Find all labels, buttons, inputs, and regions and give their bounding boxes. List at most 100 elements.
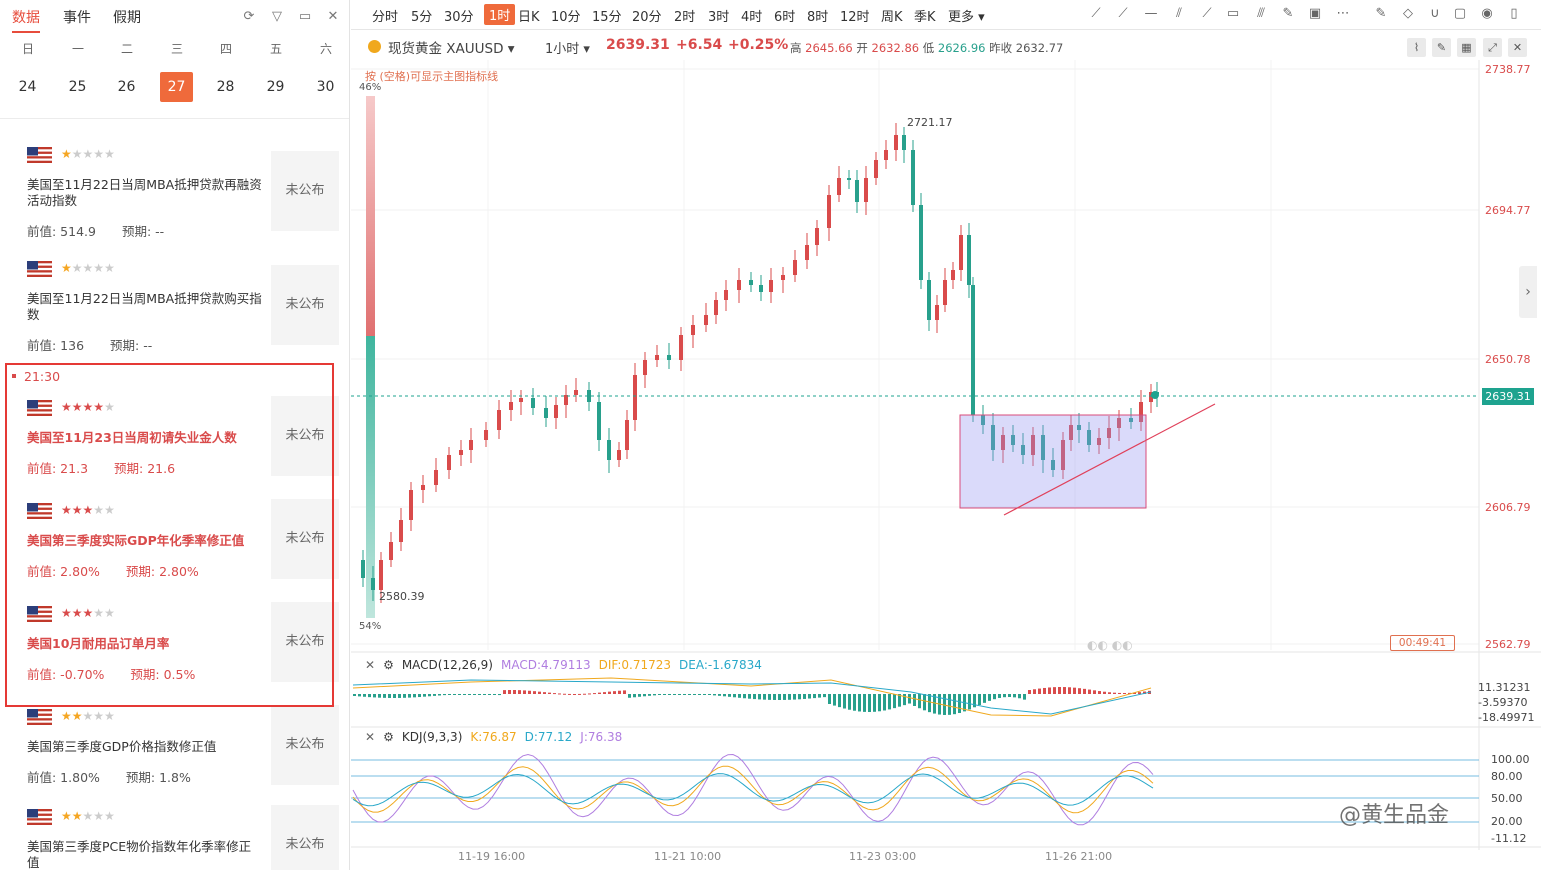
candle-body bbox=[959, 235, 963, 270]
candle-body bbox=[971, 285, 975, 415]
more-icon[interactable]: ⋯ bbox=[1336, 6, 1350, 21]
star-icon: ★ bbox=[61, 606, 72, 620]
interval-selector[interactable]: 1小时 ▾ bbox=[545, 42, 590, 57]
importance-stars: ★★★★★ bbox=[61, 503, 115, 517]
tab-holidays[interactable]: 假期 bbox=[113, 10, 141, 26]
filter-icon[interactable]: ▽ bbox=[272, 9, 282, 24]
interval-1[interactable]: 5分 bbox=[411, 10, 433, 25]
day-cell[interactable]: 26 bbox=[117, 79, 136, 95]
macd-bar bbox=[478, 694, 481, 695]
interval-8[interactable]: 2时 bbox=[674, 10, 696, 25]
macd-bar bbox=[1073, 687, 1076, 694]
event-title: 美国第三季度实际GDP年化季率修正值 bbox=[27, 533, 245, 548]
interval-9[interactable]: 3时 bbox=[708, 10, 730, 25]
price-chart[interactable]: ◐◐ ◐◐ 按 (空格)可显示主图指标线 46% 54% 2738.77 269… bbox=[351, 30, 1541, 870]
interval-16[interactable]: 更多 ▾ bbox=[948, 10, 985, 25]
day-cell[interactable]: 24 bbox=[18, 79, 37, 95]
settings-icon[interactable]: ⚙ bbox=[383, 730, 394, 744]
macd-bar bbox=[728, 694, 731, 697]
interval-10[interactable]: 4时 bbox=[741, 10, 763, 25]
us-flag-icon bbox=[27, 809, 52, 825]
high-annotation: 2721.17 bbox=[907, 116, 953, 129]
candle-body bbox=[519, 398, 523, 402]
macd-bar bbox=[1048, 687, 1051, 694]
interval-5[interactable]: 10分 bbox=[551, 10, 581, 25]
eye-icon[interactable]: ◉ bbox=[1481, 6, 1493, 21]
calendar-icon[interactable]: ▭ bbox=[298, 9, 312, 24]
fan-icon[interactable]: ⫻ bbox=[1257, 6, 1265, 21]
candle-body bbox=[691, 325, 695, 335]
close-chart-icon[interactable]: ✕ bbox=[1508, 38, 1527, 57]
status-badge: 未公布 bbox=[271, 705, 339, 785]
fullscreen-icon[interactable]: ⤢ bbox=[1483, 38, 1502, 57]
close-icon[interactable]: ✕ bbox=[365, 658, 376, 672]
lock-icon[interactable]: ▢ bbox=[1453, 6, 1467, 21]
macd-bar bbox=[1058, 687, 1061, 694]
ray-icon[interactable]: ⟋ bbox=[1118, 6, 1128, 21]
interval-7[interactable]: 20分 bbox=[632, 10, 662, 25]
refresh-icon[interactable]: ⟳ bbox=[243, 9, 255, 24]
fib-icon[interactable]: ▭ bbox=[1226, 6, 1240, 21]
close-icon[interactable]: ✕ bbox=[327, 9, 339, 24]
chart-type-icon[interactable]: ⌇ bbox=[1407, 38, 1426, 57]
day-cell[interactable]: 28 bbox=[216, 79, 235, 95]
macd-bar bbox=[363, 694, 366, 697]
day-cell[interactable]: 25 bbox=[68, 79, 87, 95]
macd-bar bbox=[673, 694, 676, 695]
interval-15[interactable]: 季K bbox=[914, 10, 936, 25]
macd-bar bbox=[723, 694, 726, 697]
candle-body bbox=[434, 470, 438, 485]
macd-bar bbox=[548, 692, 551, 694]
interval-13[interactable]: 12时 bbox=[840, 10, 870, 25]
interval-6[interactable]: 15分 bbox=[592, 10, 622, 25]
candle-body bbox=[749, 280, 753, 285]
polyline-icon[interactable]: ⟋ bbox=[1202, 6, 1212, 21]
interval-14[interactable]: 周K bbox=[881, 10, 903, 25]
day-cell[interactable]: 30 bbox=[316, 79, 335, 95]
candle-body bbox=[793, 260, 797, 275]
macd-bar bbox=[558, 693, 561, 695]
macd-bar bbox=[1143, 691, 1146, 694]
channel-icon[interactable]: ⫽ bbox=[1176, 6, 1182, 21]
tab-events[interactable]: 事件 bbox=[63, 10, 91, 26]
interval-12[interactable]: 8时 bbox=[807, 10, 829, 25]
candle-body bbox=[1069, 425, 1073, 440]
close-icon[interactable]: ✕ bbox=[365, 730, 376, 744]
trendline-icon[interactable]: ⟋ bbox=[1091, 6, 1101, 21]
interval-2[interactable]: 30分 bbox=[444, 10, 474, 25]
macd-bar bbox=[358, 694, 361, 697]
macd-bar bbox=[1053, 687, 1056, 694]
symbol-selector[interactable]: 现货黄金 XAUUSD ▾ bbox=[388, 41, 515, 57]
interval-toolbar: 分时 5分 30分 1时 日K 10分 15分 20分 2时 3时 4时 6时 8时 12时 周K 季K 更多 … bbox=[351, 0, 1541, 30]
us-flag-icon bbox=[27, 503, 52, 519]
macd-bar bbox=[398, 694, 401, 698]
candle-body bbox=[951, 270, 955, 280]
macd-bar bbox=[578, 693, 581, 695]
collapse-handle[interactable]: › bbox=[1519, 266, 1537, 318]
macd-bar bbox=[538, 691, 541, 694]
macd-bar bbox=[923, 694, 926, 711]
tab-data[interactable]: 数据 bbox=[12, 7, 40, 33]
interval-4[interactable]: 日K bbox=[518, 10, 540, 25]
star-icon: ★ bbox=[61, 503, 72, 517]
magnet-icon[interactable]: ∪ bbox=[1430, 6, 1440, 21]
kdj-axis-label: 50.00 bbox=[1491, 792, 1523, 805]
interval-3[interactable]: 1时 bbox=[484, 4, 516, 25]
interval-0[interactable]: 分时 bbox=[372, 10, 399, 25]
hline-icon[interactable]: — bbox=[1144, 6, 1158, 21]
brush-icon[interactable]: ✎ bbox=[1282, 6, 1294, 21]
pen-icon[interactable]: ✎ bbox=[1432, 38, 1451, 57]
image-icon[interactable]: ▣ bbox=[1308, 6, 1322, 21]
settings-icon[interactable]: ⚙ bbox=[383, 658, 394, 672]
indicator-icon[interactable]: ▦ bbox=[1457, 38, 1476, 57]
macd-bar bbox=[393, 694, 396, 698]
eraser-icon[interactable]: ◇ bbox=[1403, 6, 1413, 21]
macd-bar bbox=[583, 693, 586, 695]
event-title: 美国第三季度PCE物价指数年化季率修正值 bbox=[27, 839, 252, 870]
day-cell[interactable]: 29 bbox=[266, 79, 285, 95]
interval-11[interactable]: 6时 bbox=[774, 10, 796, 25]
day-cell-selected[interactable]: 27 bbox=[160, 72, 193, 102]
macd-bar bbox=[778, 694, 781, 700]
trash-icon[interactable]: ▯ bbox=[1510, 6, 1518, 21]
edit-icon[interactable]: ✎ bbox=[1375, 6, 1387, 21]
